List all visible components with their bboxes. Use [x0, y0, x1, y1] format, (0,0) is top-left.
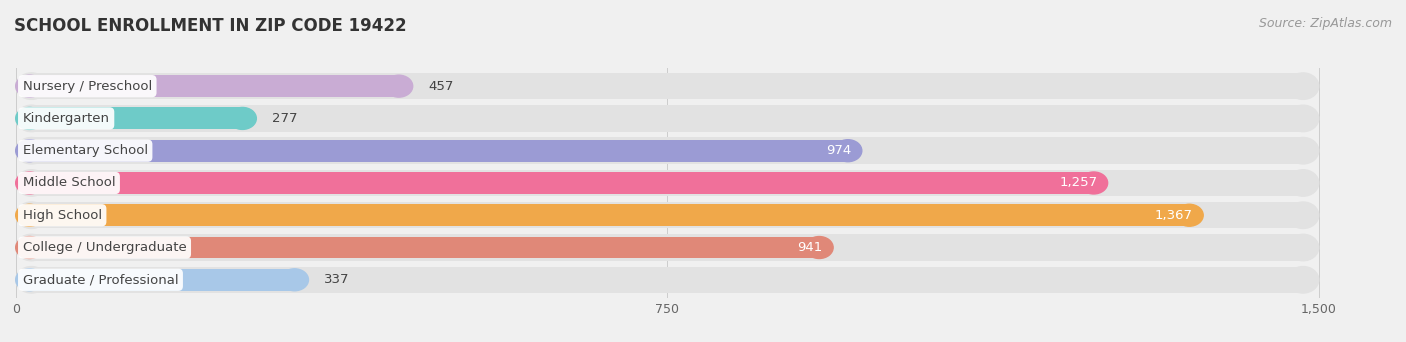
Ellipse shape [1288, 202, 1319, 228]
Text: 974: 974 [827, 144, 852, 157]
Text: College / Undergraduate: College / Undergraduate [22, 241, 187, 254]
Text: Kindergarten: Kindergarten [22, 112, 110, 125]
Text: 457: 457 [429, 80, 454, 93]
FancyBboxPatch shape [30, 237, 820, 259]
Ellipse shape [15, 234, 46, 261]
Ellipse shape [1288, 234, 1319, 261]
Ellipse shape [385, 75, 413, 97]
Ellipse shape [15, 269, 44, 291]
Text: High School: High School [22, 209, 101, 222]
FancyBboxPatch shape [30, 107, 242, 129]
Ellipse shape [15, 140, 44, 162]
Ellipse shape [281, 269, 308, 291]
FancyBboxPatch shape [30, 140, 848, 162]
FancyBboxPatch shape [31, 73, 1303, 100]
Ellipse shape [806, 237, 834, 259]
Text: Elementary School: Elementary School [22, 144, 148, 157]
Text: Middle School: Middle School [22, 176, 115, 189]
Ellipse shape [15, 137, 46, 164]
Text: 277: 277 [271, 112, 298, 125]
Ellipse shape [229, 107, 256, 129]
Ellipse shape [15, 73, 46, 100]
Ellipse shape [1175, 204, 1204, 226]
Ellipse shape [1080, 172, 1108, 194]
Ellipse shape [1288, 73, 1319, 100]
Ellipse shape [15, 75, 44, 97]
Ellipse shape [15, 266, 46, 293]
Text: Nursery / Preschool: Nursery / Preschool [22, 80, 152, 93]
FancyBboxPatch shape [30, 172, 1094, 194]
Text: Source: ZipAtlas.com: Source: ZipAtlas.com [1258, 17, 1392, 30]
FancyBboxPatch shape [30, 269, 295, 291]
Ellipse shape [15, 105, 46, 132]
Text: 1,367: 1,367 [1154, 209, 1192, 222]
Text: 337: 337 [325, 273, 350, 286]
FancyBboxPatch shape [31, 266, 1303, 293]
Text: 941: 941 [797, 241, 823, 254]
Ellipse shape [1288, 137, 1319, 164]
Ellipse shape [15, 202, 46, 228]
FancyBboxPatch shape [31, 234, 1303, 261]
Ellipse shape [15, 172, 44, 194]
Ellipse shape [1288, 105, 1319, 132]
FancyBboxPatch shape [30, 75, 399, 97]
Ellipse shape [834, 140, 862, 162]
Ellipse shape [15, 237, 44, 259]
FancyBboxPatch shape [30, 204, 1189, 226]
Ellipse shape [1288, 170, 1319, 196]
FancyBboxPatch shape [31, 202, 1303, 228]
FancyBboxPatch shape [31, 170, 1303, 196]
Ellipse shape [15, 170, 46, 196]
FancyBboxPatch shape [31, 105, 1303, 132]
Text: Graduate / Professional: Graduate / Professional [22, 273, 179, 286]
Text: 1,257: 1,257 [1059, 176, 1097, 189]
Ellipse shape [1288, 266, 1319, 293]
Text: SCHOOL ENROLLMENT IN ZIP CODE 19422: SCHOOL ENROLLMENT IN ZIP CODE 19422 [14, 17, 406, 35]
FancyBboxPatch shape [31, 137, 1303, 164]
Ellipse shape [15, 204, 44, 226]
Ellipse shape [15, 107, 44, 129]
